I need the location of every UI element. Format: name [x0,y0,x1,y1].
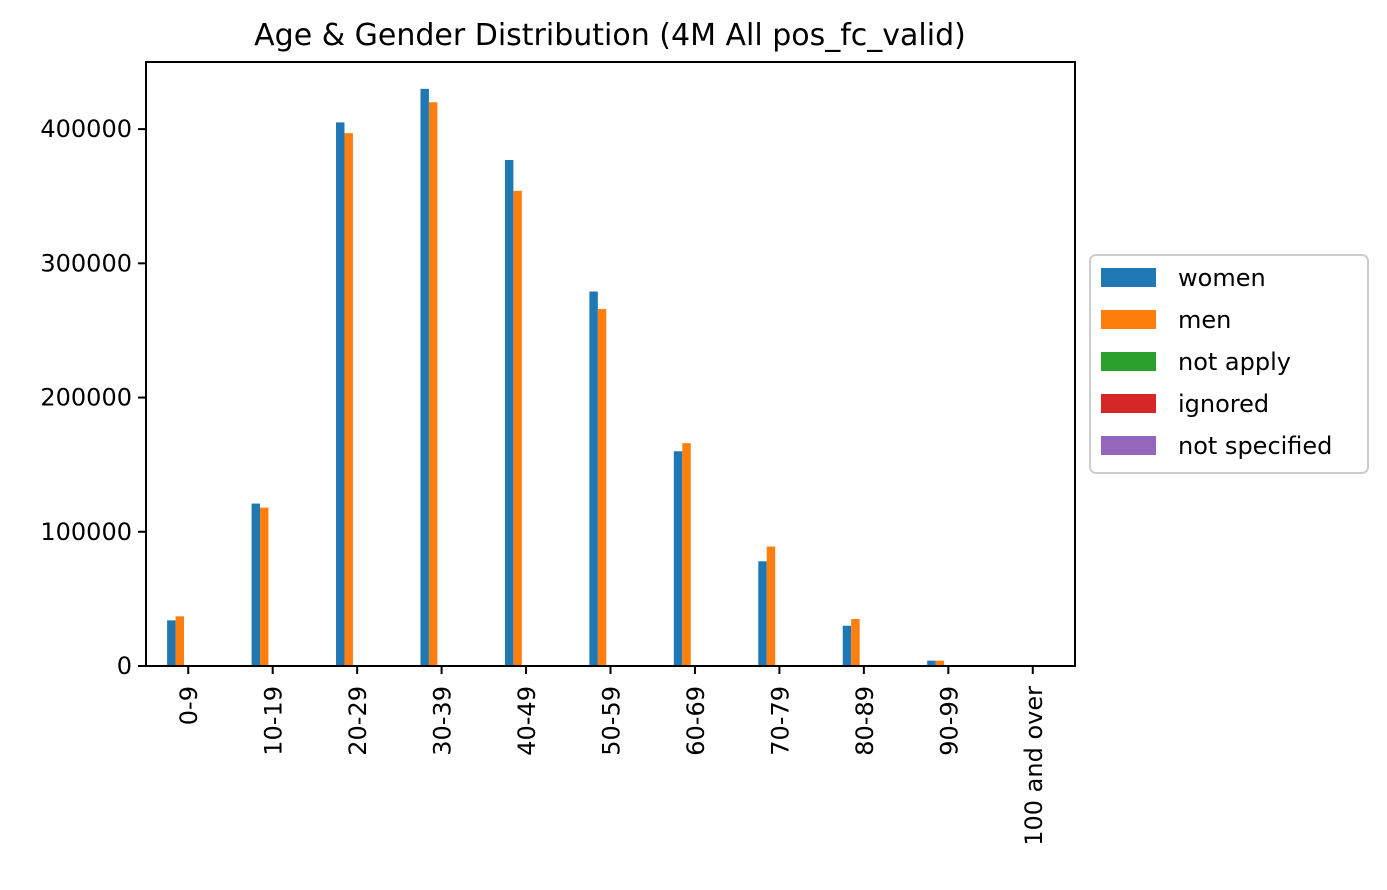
legend-label-men: men [1178,306,1231,334]
x-tick-label: 40-49 [513,686,541,756]
plot-area: 0 100000 200000 300000 400000 0-9 10-19 20-29 30… [40,61,1076,846]
legend-swatch-ignored [1101,394,1156,413]
x-tick-label: 30-39 [429,686,457,756]
legend-label-women: women [1178,264,1266,292]
bar-women-50-59 [589,291,598,666]
y-tick-label: 200000 [40,384,132,412]
bar-men-0-9 [175,616,185,666]
y-tick-label: 100000 [40,518,132,546]
chart-title: Age & Gender Distribution (4M All pos_fc… [254,18,966,53]
legend-swatch-not-apply [1101,352,1156,371]
legend-frame [1089,254,1369,474]
y-tick-label: 0 [117,652,132,680]
x-tick-label: 100 and over [1020,686,1048,846]
bar-women-30-39 [420,88,429,667]
legend: women men not apply ignored not specified [1089,254,1369,474]
x-tick-label: 60-69 [682,686,710,756]
legend-swatch-not-specified [1101,436,1156,455]
bar-men-10-19 [260,507,269,666]
legend-label-ignored: ignored [1178,390,1269,418]
y-tick-label: 400000 [40,115,132,143]
x-tick-label: 10-19 [260,686,288,756]
bar-women-20-29 [336,122,345,666]
bar-men-80-89 [851,619,860,666]
bar-women-90-99 [927,660,936,666]
bar-women-10-19 [251,503,261,666]
bar-men-30-39 [428,102,438,666]
x-tick-label: 50-59 [598,686,626,756]
bar-women-80-89 [842,625,852,666]
legend-label-not-specified: not specified [1178,432,1332,460]
legend-swatch-women [1101,268,1156,287]
x-tick-label: 70-79 [766,686,794,756]
bar-men-20-29 [344,133,353,666]
bar-women-70-79 [758,561,767,666]
bar-women-40-49 [504,159,514,667]
x-tick-label: 80-89 [851,686,879,756]
bar-men-40-49 [513,190,522,666]
legend-label-not-apply: not apply [1178,348,1291,376]
bar-women-0-9 [167,620,176,666]
x-tick-label: 20-29 [344,686,372,756]
bar-men-70-79 [766,546,776,666]
bar-women-60-69 [673,451,683,666]
legend-swatch-men [1101,310,1156,329]
x-tick-label: 90-99 [935,686,963,756]
y-tick-label: 300000 [40,249,132,277]
bar-men-90-99 [935,660,945,666]
axes-frame [145,61,1076,667]
bar-men-60-69 [682,443,691,666]
bar-men-50-59 [597,308,607,666]
x-tick-label: 0-9 [175,686,203,725]
